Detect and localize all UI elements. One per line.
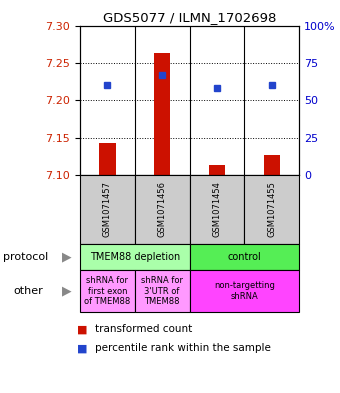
Text: GSM1071454: GSM1071454: [212, 181, 221, 237]
Text: GSM1071457: GSM1071457: [103, 181, 112, 237]
Title: GDS5077 / ILMN_1702698: GDS5077 / ILMN_1702698: [103, 11, 276, 24]
Text: ■: ■: [76, 343, 87, 353]
Bar: [154, 53, 170, 175]
Text: transformed count: transformed count: [95, 324, 192, 334]
Text: GSM1071455: GSM1071455: [267, 181, 276, 237]
Text: shRNA for
3'UTR of
TMEM88: shRNA for 3'UTR of TMEM88: [141, 276, 183, 306]
Text: shRNA for
first exon
of TMEM88: shRNA for first exon of TMEM88: [84, 276, 131, 306]
Text: non-targetting
shRNA: non-targetting shRNA: [214, 281, 275, 301]
Text: ■: ■: [76, 324, 87, 334]
Text: percentile rank within the sample: percentile rank within the sample: [95, 343, 271, 353]
Text: other: other: [14, 286, 44, 296]
Text: ▶: ▶: [62, 250, 71, 264]
Text: control: control: [227, 252, 261, 262]
Text: ▶: ▶: [62, 285, 71, 298]
Bar: [209, 165, 225, 175]
Bar: [264, 155, 280, 175]
Bar: [99, 143, 116, 175]
Text: TMEM88 depletion: TMEM88 depletion: [90, 252, 180, 262]
Text: GSM1071456: GSM1071456: [158, 181, 167, 237]
Text: protocol: protocol: [3, 252, 49, 262]
